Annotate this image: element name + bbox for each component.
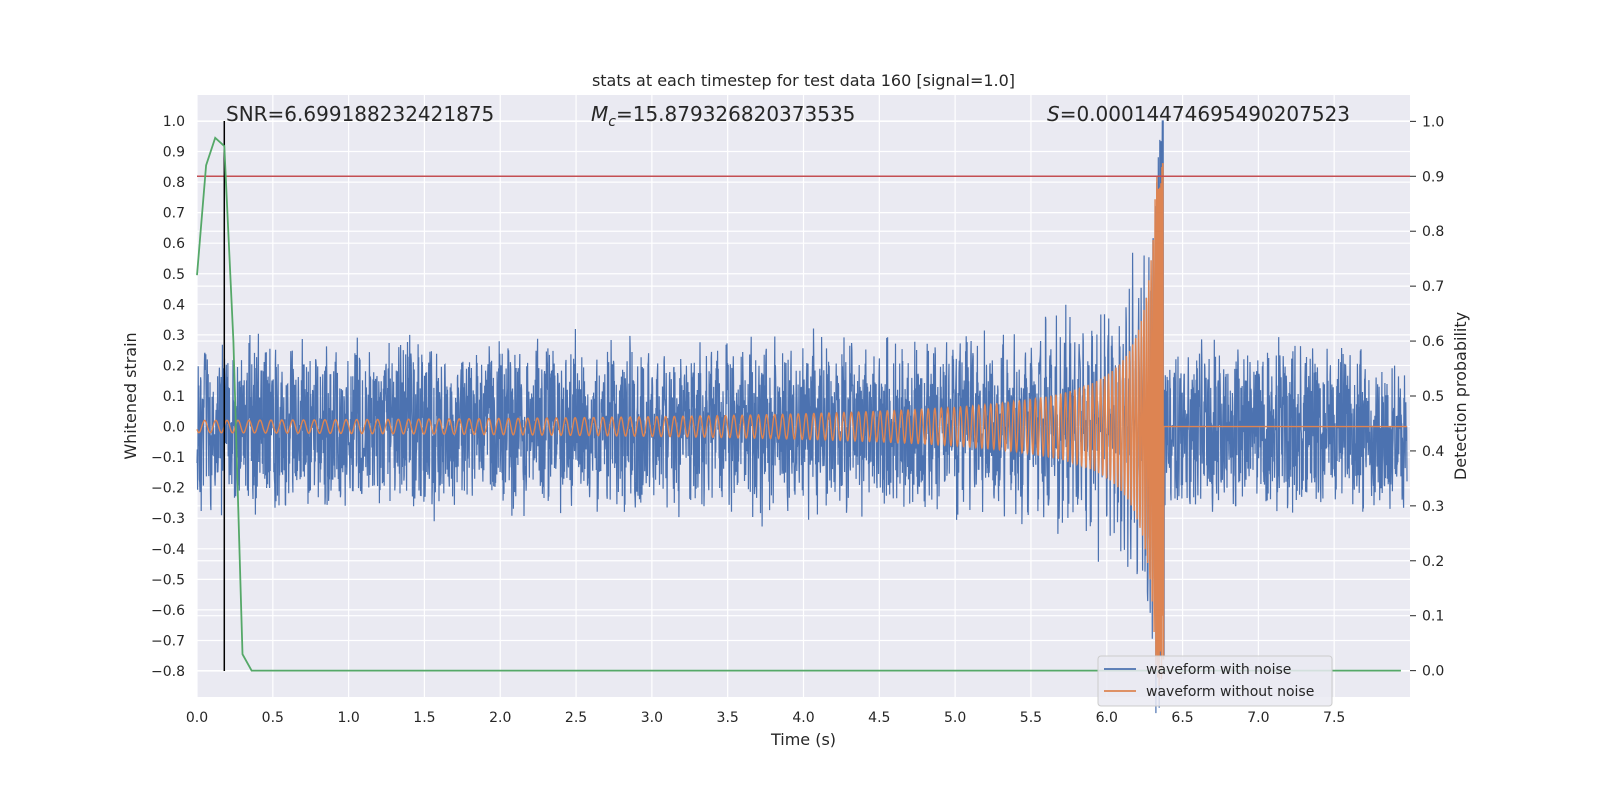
x-tick-label: 0.0: [186, 710, 208, 726]
y2-tick-label: 0.9: [1422, 169, 1444, 185]
x-tick-label: 1.5: [413, 710, 435, 726]
y2-tick-label: 0.3: [1422, 499, 1444, 515]
x-tick-label: 5.0: [944, 710, 966, 726]
y-tick-label: 0.5: [163, 267, 185, 283]
y2-tick-label: 0.0: [1422, 664, 1444, 680]
y-tick-label: 0.4: [163, 297, 185, 313]
chirp-mass-value: =15.879326820373535: [616, 102, 855, 126]
y-tick-label: −0.1: [151, 450, 185, 466]
x-tick-label: 0.5: [262, 710, 284, 726]
x-tick-label: 1.0: [337, 710, 359, 726]
y2-tick-label: 0.2: [1422, 554, 1444, 570]
x-tick-label: 2.0: [489, 710, 511, 726]
series-layer: [196, 120, 1410, 714]
series-line-detection-probability: [196, 136, 1401, 672]
x-tick-label: 7.5: [1323, 710, 1345, 726]
y2-tick-label: 0.8: [1422, 224, 1444, 240]
y-axis-ticks: 1.0 0.9 0.8 0.7 0.6 0.5 0.4 0.3 0.2 0.1 0.0 −0.1 −0.…: [151, 114, 185, 680]
y-tick-label: −0.8: [151, 664, 185, 680]
x-tick-label: 4.5: [868, 710, 890, 726]
x-tick-label: 6.0: [1096, 710, 1118, 726]
y-tick-label: 0.0: [163, 420, 185, 436]
x-axis-ticks: 0.0 0.5 1.0 1.5 2.0 2.5 3.0 3.5 4.0 4.5 5.0 5.5 6.0 6…: [186, 710, 1345, 726]
y2-tick-label: 0.5: [1422, 389, 1444, 405]
chart-title: stats at each timestep for test data 160…: [592, 71, 1015, 90]
legend-label-noise: waveform with noise: [1146, 662, 1291, 678]
y-tick-label: 1.0: [163, 114, 185, 130]
y-tick-label: 0.8: [163, 175, 185, 191]
chirp-mass-subscript: c: [608, 114, 616, 130]
y2-tick-label: 1.0: [1422, 114, 1444, 130]
y-tick-label: 0.1: [163, 389, 185, 405]
s-statistic-annotation: S=0.00014474695490207523: [1047, 102, 1350, 126]
series-line-noisy-waveform: [196, 120, 1408, 714]
x-tick-label: 7.0: [1247, 710, 1269, 726]
x-tick-label: 3.0: [641, 710, 663, 726]
y2-tick-label: 0.6: [1422, 334, 1444, 350]
chirp-mass-annotation: Mc=15.879326820373535: [591, 102, 855, 130]
y-tick-label: −0.3: [151, 511, 185, 527]
x-tick-label: 5.5: [1020, 710, 1042, 726]
y2-axis-label: Detection probability: [1451, 312, 1470, 480]
y-axis-label: Whitened strain: [121, 332, 140, 459]
y2-tick-label: 0.4: [1422, 444, 1444, 460]
y-tick-label: 0.7: [163, 206, 185, 222]
y-tick-label: −0.7: [151, 633, 185, 649]
x-tick-label: 3.5: [717, 710, 739, 726]
x-tick-label: 2.5: [565, 710, 587, 726]
y-tick-label: 0.3: [163, 328, 185, 344]
s-statistic-value: =0.00014474695490207523: [1060, 102, 1350, 126]
y-tick-label: 0.2: [163, 358, 185, 374]
x-tick-label: 6.5: [1171, 710, 1193, 726]
y-tick-label: −0.4: [151, 542, 185, 558]
x-axis-label: Time (s): [770, 730, 836, 749]
chirp-mass-symbol: M: [591, 102, 608, 126]
series-line-clean-waveform: [196, 163, 1407, 686]
y2-tick-label: 0.7: [1422, 279, 1444, 295]
legend: waveform with noise waveform without noi…: [1097, 655, 1333, 707]
snr-annotation: SNR=6.699188232421875: [226, 102, 494, 126]
y-tick-label: −0.6: [151, 603, 185, 619]
y-tick-label: −0.5: [151, 572, 185, 588]
y-tick-label: −0.2: [151, 481, 185, 497]
s-statistic-symbol: S: [1047, 102, 1060, 126]
y2-tick-label: 0.1: [1422, 609, 1444, 625]
legend-box: [1097, 655, 1333, 707]
y-tick-label: 0.6: [163, 236, 185, 252]
y2-axis-ticks: 1.0 0.9 0.8 0.7 0.6 0.5 0.4 0.3 0.2 0.1 0.0: [1410, 114, 1444, 680]
x-tick-label: 4.0: [792, 710, 814, 726]
y-tick-label: 0.9: [163, 145, 185, 161]
legend-label-clean: waveform without noise: [1146, 684, 1314, 700]
